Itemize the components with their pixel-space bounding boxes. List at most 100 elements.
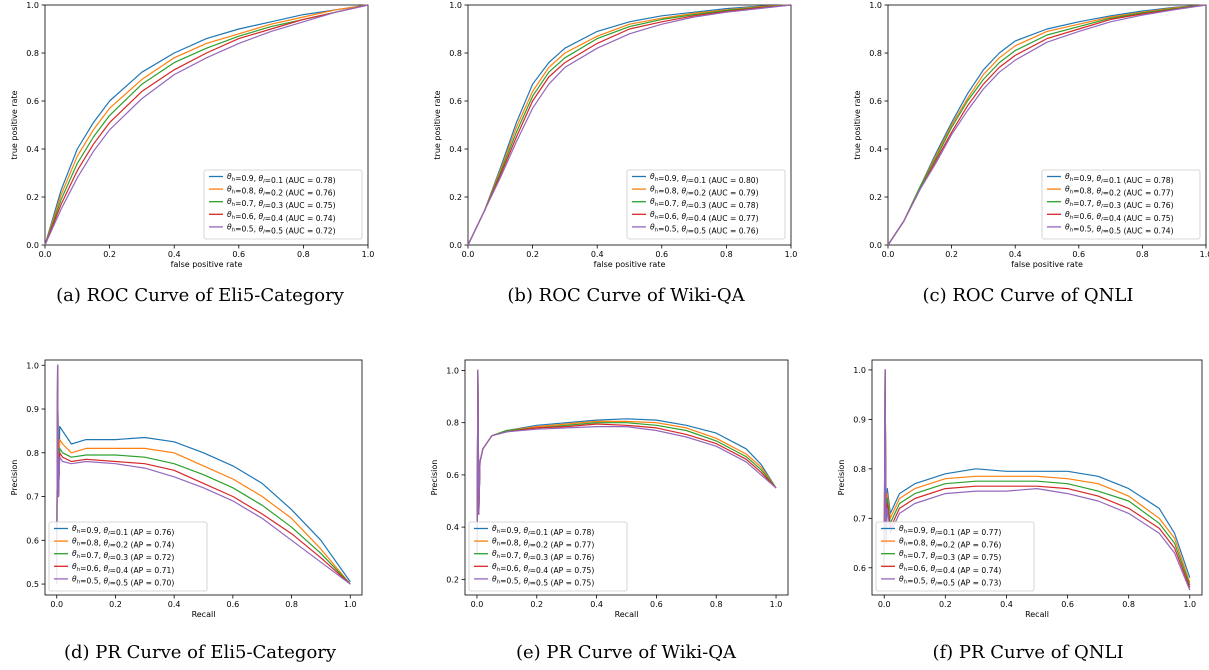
series-line [467, 4, 792, 246]
x-tick-label: 0.2 [939, 600, 952, 609]
y-tick-label: 0.0 [449, 241, 462, 250]
plot-frame [871, 359, 1203, 596]
legend-entry: θh=0.7, θl=0.3 (AUC = 0.76) [1065, 197, 1174, 210]
roc-qnli-panel: 0.0 0.2 0.4 0.6 0.8 1.0 0.0 0.2 0.4 0.6 0.8 1.0 fals… [806, 0, 1209, 320]
x-tick-label: 0.4 [168, 600, 181, 609]
y-tick-label: 0.6 [26, 536, 39, 545]
y-tick-label: 0.8 [26, 49, 39, 58]
series-line [467, 4, 792, 246]
y-axis-label: Precision [10, 460, 19, 496]
legend-entry: θh=0.9, θl=0.1 (AUC = 0.80) [650, 172, 759, 185]
x-axis-label: Recall [192, 610, 216, 619]
y-tick-label: 0.2 [26, 193, 39, 202]
legend: θh=0.9, θl=0.1 (AUC = 0.80)θh=0.8, θl=0.… [626, 169, 786, 240]
y-tick-label: 1.0 [26, 1, 39, 10]
pr-eli5-chart: 0.0 0.2 0.4 0.6 0.8 1.0 0.5 0.6 0.7 0.8 0.9 1.0 Reca… [10, 359, 363, 619]
series-line [883, 369, 1191, 591]
legend-entry: θh=0.8, θl=0.2 (AUC = 0.76) [227, 185, 336, 198]
y-tick-label: 0.8 [446, 419, 459, 428]
roc-wikiqa-chart: 0.0 0.2 0.4 0.6 0.8 1.0 0.0 0.2 0.4 0.6 0.8 1.0 fals… [433, 1, 797, 269]
legend-entry: θh=0.8, θl=0.2 (AP = 0.76) [899, 537, 1001, 550]
plot-frame [44, 359, 363, 596]
series-line [467, 4, 792, 246]
y-tick-label: 0.7 [853, 514, 866, 523]
x-tick-label: 0.8 [285, 600, 298, 609]
y-tick-label: 0.2 [449, 193, 462, 202]
y-axis-label: true positive rate [10, 90, 19, 159]
roc-eli5-caption: (a) ROC Curve of Eli5-Category [56, 285, 344, 306]
x-tick-label: 0.0 [882, 250, 895, 259]
legend: θh=0.9, θl=0.1 (AP = 0.78)θh=0.8, θl=0.2… [468, 521, 628, 592]
y-tick-label: 0.4 [869, 145, 882, 154]
x-tick-label: 0.6 [1072, 250, 1085, 259]
legend-box [468, 521, 628, 592]
legend: θh=0.9, θl=0.1 (AUC = 0.78)θh=0.8, θl=0.… [203, 169, 363, 240]
y-tick-label: 0.5 [26, 580, 39, 589]
y-tick-label: 0.2 [869, 193, 882, 202]
y-tick-label: 1.0 [449, 1, 462, 10]
legend-entry: θh=0.6, θl=0.4 (AP = 0.74) [899, 562, 1001, 575]
legend-entry: θh=0.5, θl=0.5 (AP = 0.73) [899, 574, 1001, 587]
x-tick-label: 0.8 [720, 250, 733, 259]
pr-qnli-caption: (f) PR Curve of QNLI [932, 642, 1124, 663]
y-tick-label: 0.8 [26, 449, 39, 458]
y-tick-label: 0.7 [26, 493, 39, 502]
y-axis-label: true positive rate [433, 90, 442, 159]
series-line [44, 4, 369, 246]
pr-eli5-caption: (d) PR Curve of Eli5-Category [63, 642, 337, 663]
legend-entry: θh=0.5, θl=0.5 (AUC = 0.72) [227, 222, 336, 235]
y-tick-label: 0.6 [853, 564, 866, 573]
y-tick-label: 0.0 [26, 241, 39, 250]
x-axis-label: false positive rate [1011, 260, 1083, 269]
y-axis-label: Precision [837, 460, 846, 496]
legend-entry: θh=0.6, θl=0.4 (AUC = 0.77) [650, 210, 759, 223]
x-tick-label: 0.8 [1122, 600, 1135, 609]
y-tick-label: 0.0 [869, 241, 882, 250]
x-tick-label: 0.8 [297, 250, 310, 259]
legend-entry: θh=0.6, θl=0.4 (AP = 0.75) [492, 562, 594, 575]
series-line [44, 4, 369, 246]
legend-entry: θh=0.7, θl=0.3 (AP = 0.75) [899, 549, 1001, 562]
x-tick-label: 0.6 [655, 250, 668, 259]
x-tick-label: 0.8 [1136, 250, 1149, 259]
series-line [467, 4, 792, 246]
x-tick-label: 0.6 [1061, 600, 1074, 609]
x-tick-label: 0.2 [526, 250, 539, 259]
pr-wikiqa-panel: 0.0 0.2 0.4 0.6 0.8 1.0 0.2 0.4 0.6 0.8 1.0 Recall P… [403, 350, 806, 630]
legend-entry: θh=0.9, θl=0.1 (AUC = 0.78) [1065, 172, 1174, 185]
x-tick-label: 0.0 [471, 600, 484, 609]
pr-qnli-chart: 0.0 0.2 0.4 0.6 0.8 1.0 0.6 0.7 0.8 0.9 1.0 Recall P… [837, 359, 1203, 619]
x-axis-label: Recall [1025, 610, 1049, 619]
series-line [44, 4, 369, 246]
legend-entry: θh=0.7, θl=0.3 (AUC = 0.78) [650, 197, 759, 210]
series-line [467, 4, 792, 246]
pr-wikiqa-chart: 0.0 0.2 0.4 0.6 0.8 1.0 0.2 0.4 0.6 0.8 1.0 Recall P… [430, 359, 789, 619]
x-tick-label: 0.2 [945, 250, 958, 259]
y-tick-label: 0.4 [26, 145, 39, 154]
roc-qnli-caption: (c) ROC Curve of QNLI [922, 285, 1134, 306]
legend-entry: θh=0.8, θl=0.2 (AUC = 0.79) [650, 185, 759, 198]
legend-entry: θh=0.7, θl=0.3 (AP = 0.76) [492, 549, 594, 562]
legend-entry: θh=0.8, θl=0.2 (AP = 0.74) [72, 537, 174, 550]
y-tick-label: 0.6 [449, 97, 462, 106]
roc-wikiqa-panel: 0.0 0.2 0.4 0.6 0.8 1.0 0.0 0.2 0.4 0.6 0.8 1.0 fals… [403, 0, 806, 320]
y-tick-label: 0.6 [869, 97, 882, 106]
x-tick-label: 0.4 [168, 250, 181, 259]
y-tick-label: 0.2 [446, 575, 459, 584]
legend-entry: θh=0.7, θl=0.3 (AP = 0.72) [72, 549, 174, 562]
y-tick-label: 0.6 [26, 97, 39, 106]
x-tick-label: 0.2 [103, 250, 116, 259]
x-tick-label: 0.4 [1009, 250, 1022, 259]
legend-entry: θh=0.6, θl=0.4 (AUC = 0.74) [227, 210, 336, 223]
legend-entry: θh=0.9, θl=0.1 (AP = 0.76) [72, 524, 174, 537]
y-tick-label: 0.8 [853, 465, 866, 474]
y-tick-label: 0.4 [446, 523, 459, 532]
plot-frame [44, 4, 369, 246]
x-tick-label: 0.0 [50, 600, 63, 609]
legend-box [203, 169, 363, 240]
roc-wikiqa-caption: (b) ROC Curve of Wiki-QA [507, 285, 745, 306]
y-tick-label: 1.0 [853, 366, 866, 375]
legend: θh=0.9, θl=0.1 (AUC = 0.78)θh=0.8, θl=0.… [1041, 169, 1201, 240]
y-tick-label: 0.4 [449, 145, 462, 154]
y-tick-label: 1.0 [869, 1, 882, 10]
